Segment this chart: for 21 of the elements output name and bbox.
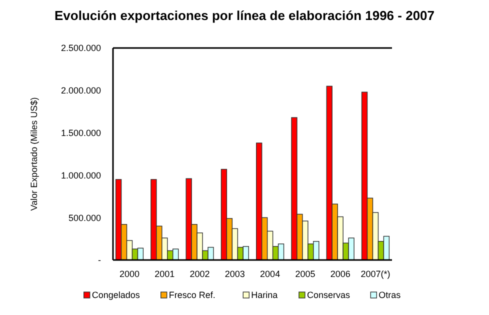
y-tick-label: 2.000.000 [60,86,101,96]
x-tick-label: 2007(*) [360,269,390,279]
legend-label: Otras [378,290,402,300]
legend-label: Conservas [306,290,350,300]
x-tick-label: 2003 [224,269,245,279]
y-tick-label: 2.500.000 [60,43,101,54]
x-tick-label: 2000 [120,269,140,279]
chart-title: Evolución exportaciones por línea de elaboración 1996 - 2007 [54,8,435,23]
y-tick-label: 1.000.000 [60,170,101,180]
x-tick-label: 2005 [295,269,316,279]
legend-label: Congelados [92,290,140,300]
legend-label: Fresco Ref. [168,290,216,300]
y-tick-label: - [98,255,101,266]
legend-label: Harina [251,290,278,300]
y-axis-title: Valor Exportado (Miles US$) [29,97,39,211]
y-tick-label: 1.500.000 [60,128,101,138]
y-tick-label: 500.000 [68,212,101,223]
x-tick-label: 2006 [330,269,350,279]
x-tick-label: 2001 [154,269,175,279]
x-tick-label: 2004 [260,269,280,279]
x-tick-label: 2002 [190,269,210,279]
